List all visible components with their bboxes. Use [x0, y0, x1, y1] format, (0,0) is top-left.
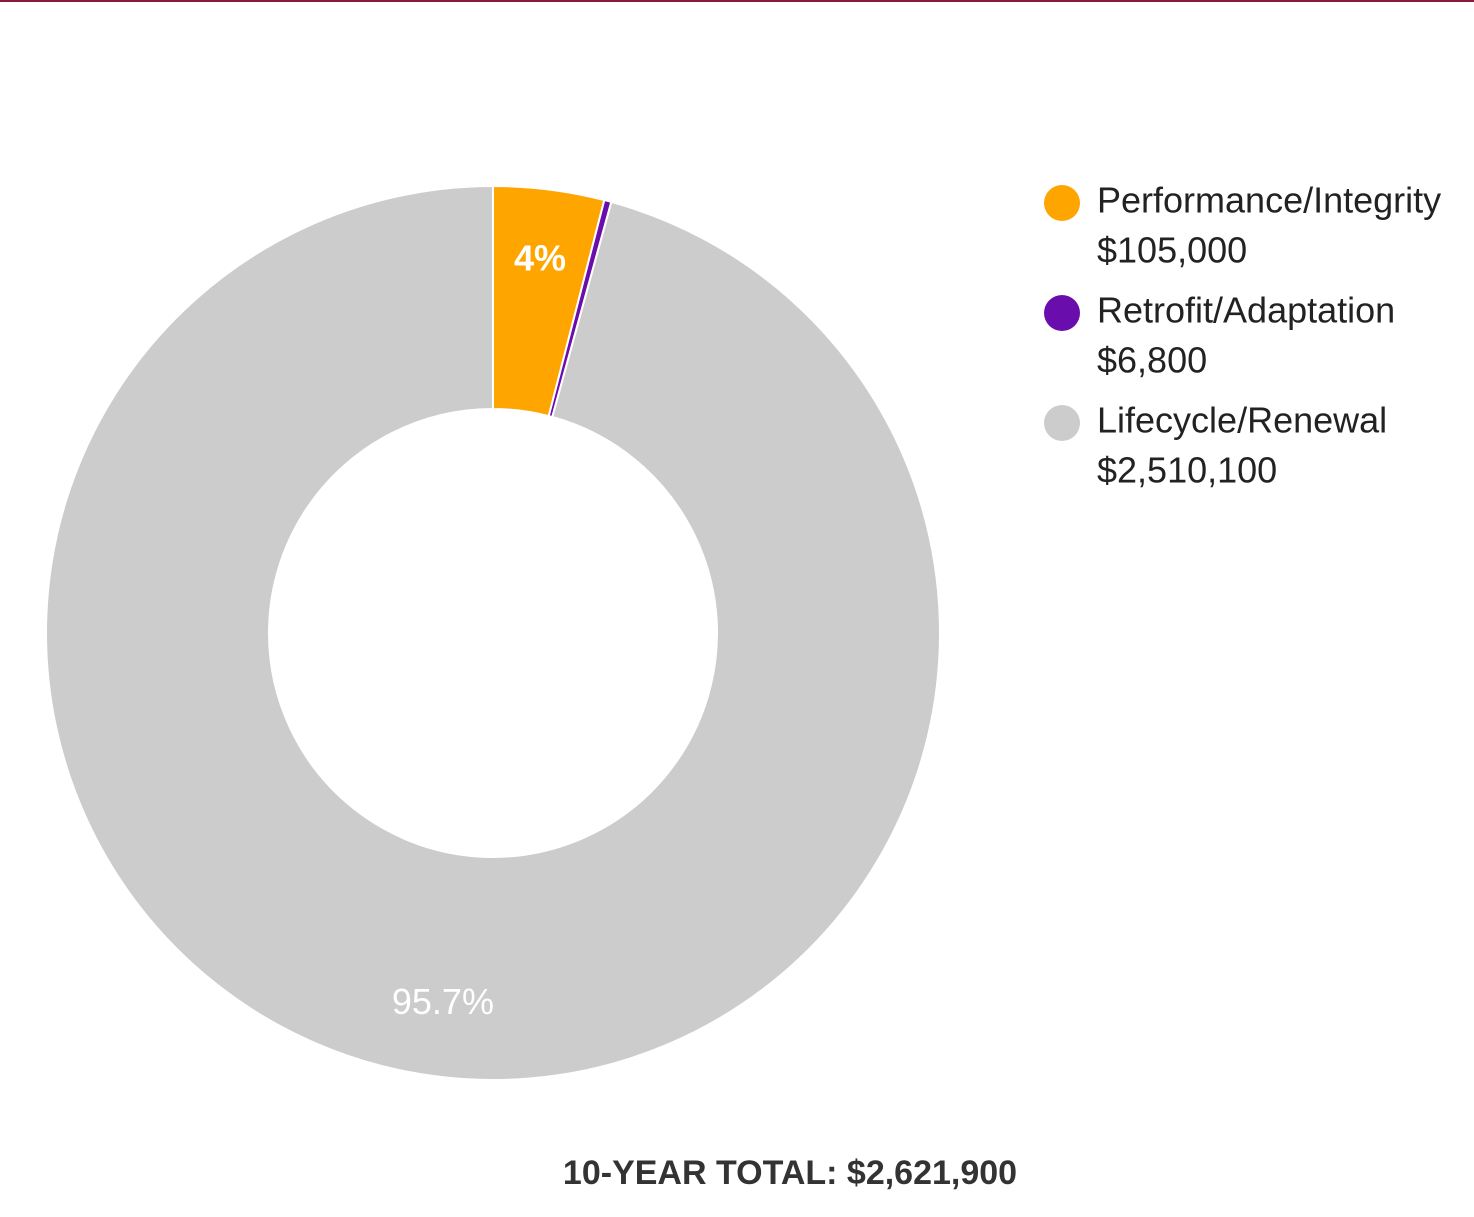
legend-marker	[1044, 185, 1080, 221]
top-border	[0, 0, 1474, 2]
slice-label: 4%	[514, 237, 566, 278]
footer-total: 10-YEAR TOTAL: $2,621,900	[563, 1154, 1017, 1192]
legend-value: $105,000	[1097, 230, 1247, 271]
legend-label: Performance/Integrity	[1097, 180, 1441, 221]
legend-marker	[1044, 295, 1080, 331]
legend-marker	[1044, 405, 1080, 441]
slice-label: 95.7%	[392, 981, 494, 1022]
donut-slice	[45, 184, 941, 1081]
legend-value: $6,800	[1097, 340, 1207, 381]
legend-value: $2,510,100	[1097, 450, 1277, 491]
legend-label: Lifecycle/Renewal	[1097, 400, 1387, 441]
legend-label: Retrofit/Adaptation	[1097, 290, 1395, 331]
